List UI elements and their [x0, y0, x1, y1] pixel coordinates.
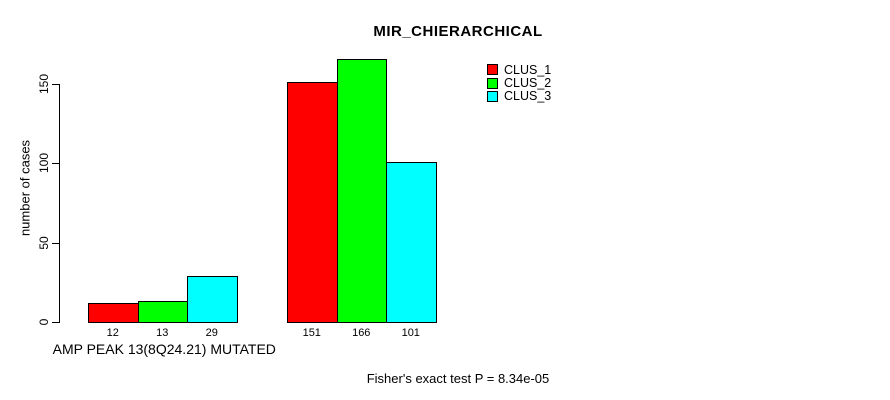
y-axis-label: number of cases	[17, 139, 33, 237]
y-axis-tick	[52, 322, 59, 323]
legend-label: CLUS_2	[504, 76, 552, 91]
bar-value-label: 166	[352, 327, 371, 339]
bar-value-label: 101	[401, 327, 420, 339]
bar-value-label: 29	[205, 327, 218, 339]
legend: CLUS_1 CLUS_2 CLUS_3	[487, 63, 551, 103]
legend-item-clus_2: CLUS_2	[487, 76, 552, 91]
x-axis-group-label: AMP PEAK 13(8Q24.21) MUTATED	[52, 341, 276, 357]
y-axis-tick	[52, 84, 59, 85]
bar-clus_3-group1	[187, 275, 238, 323]
y-axis-tick-label: 100	[37, 153, 51, 174]
y-axis-line	[59, 84, 60, 323]
chart-title: MIR_CHIERARCHICAL	[373, 23, 543, 40]
y-axis-tick-label: 150	[37, 73, 51, 95]
legend-swatch-icon	[487, 64, 498, 76]
y-axis-tick	[52, 163, 59, 165]
bar-clus_2-group1	[137, 301, 188, 323]
y-axis-tick-label: 50	[37, 235, 51, 250]
fisher-test-annotation: Fisher's exact test P = 8.34e-05	[366, 371, 550, 386]
y-axis-tick	[52, 242, 59, 244]
bar-value-label: 13	[156, 327, 169, 339]
bar-clus_3-group2	[386, 161, 437, 323]
bar-clus_1-group1	[88, 302, 139, 323]
legend-item-clus_3: CLUS_3	[487, 89, 552, 104]
legend-item-clus_1: CLUS_1	[487, 62, 552, 77]
bar-value-label: 151	[302, 327, 321, 339]
bar-clus_1-group2	[287, 82, 338, 323]
y-axis-tick-label: 0	[37, 318, 51, 326]
bar-clus_2-group2	[336, 58, 387, 323]
legend-label: CLUS_3	[504, 89, 552, 104]
bar-value-label: 12	[106, 327, 119, 339]
legend-swatch-icon	[487, 77, 498, 89]
legend-swatch-icon	[487, 90, 498, 102]
legend-label: CLUS_1	[504, 62, 552, 77]
